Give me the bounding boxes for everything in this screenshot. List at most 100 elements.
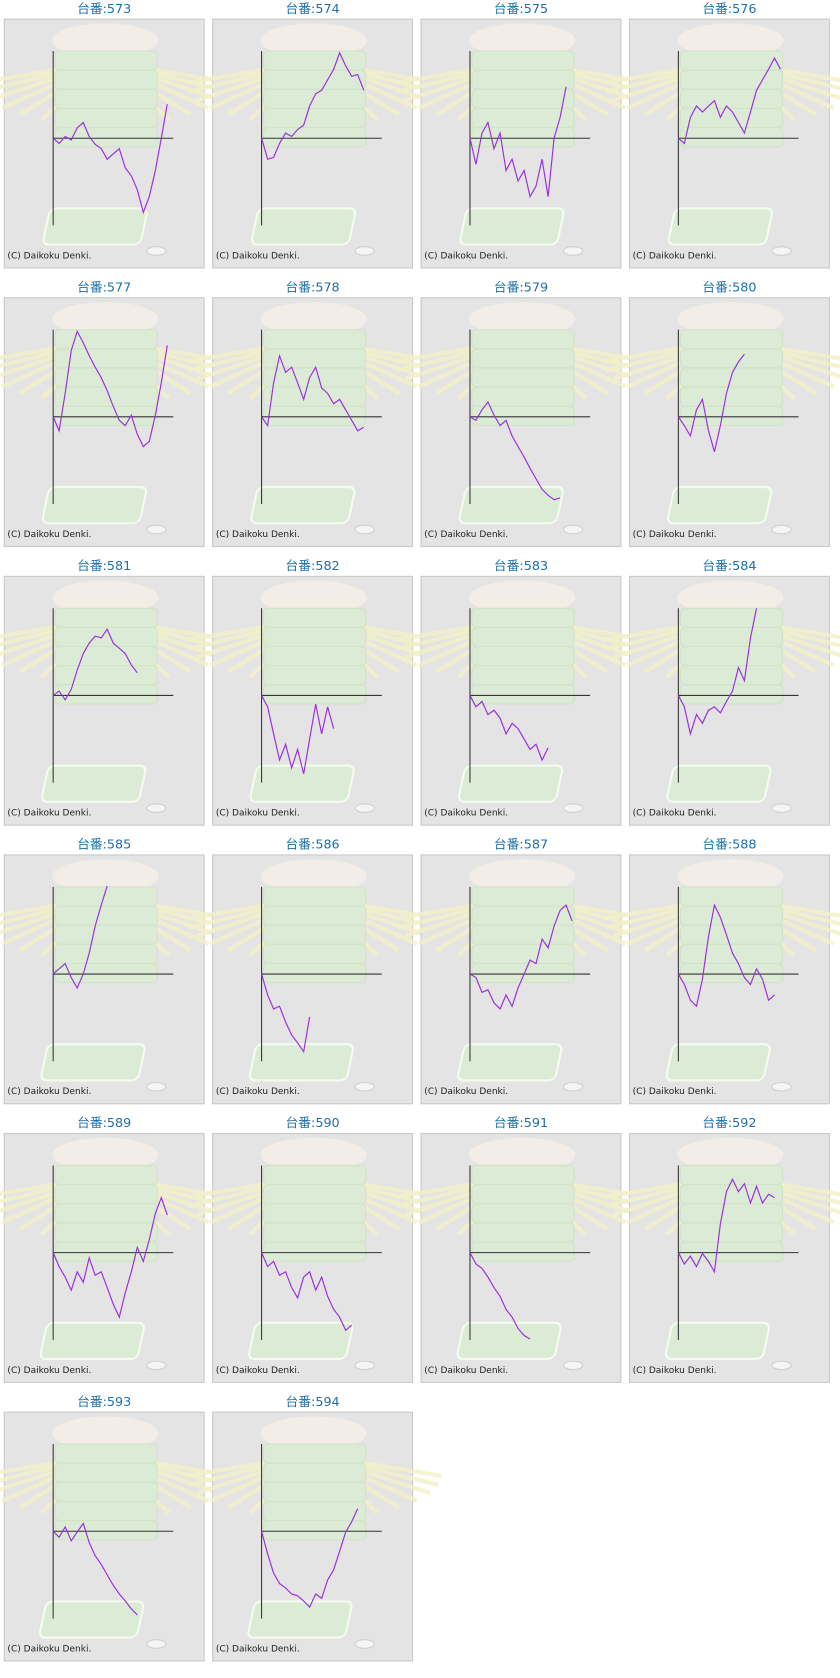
decor-tray — [471, 50, 575, 71]
copyright: (C) Daikoku Denki. — [424, 530, 508, 540]
decor-top — [260, 301, 367, 337]
panel-title: 台番:578 — [286, 280, 340, 295]
decor-tray — [54, 905, 158, 926]
decor-tray — [679, 50, 784, 71]
panel-title: 台番:575 — [494, 2, 548, 17]
decor-tray — [263, 1164, 367, 1186]
graph-panel: 台番:573 (C) Daikoku Denki. — [0, 2, 234, 269]
decor-tray — [54, 405, 158, 426]
slump-line — [261, 1252, 353, 1332]
decor-coin — [354, 803, 375, 813]
decor-tray — [679, 386, 784, 407]
decor-top — [677, 580, 784, 615]
decor-top — [468, 23, 576, 58]
graph-panel: 台番:591 (C) Daikoku Denki. — [394, 1116, 651, 1383]
decor-base — [247, 1600, 353, 1639]
decor-base — [665, 1043, 771, 1082]
decor-tray — [679, 127, 784, 148]
decor-tray — [263, 1481, 367, 1503]
slump-line — [261, 695, 335, 775]
decor-top — [52, 23, 159, 58]
decor-tray — [471, 1164, 575, 1186]
decor-tray — [54, 367, 158, 388]
graph-panel: 台番:586 (C) Daikoku Denki. — [185, 838, 442, 1105]
decor-top — [468, 580, 576, 615]
decor-tray — [679, 886, 784, 907]
decor-base — [41, 485, 148, 525]
decor-coin — [563, 1360, 584, 1371]
panel-title: 台番:574 — [286, 2, 340, 17]
decor-tray — [679, 962, 784, 984]
decor-tray — [263, 886, 367, 907]
decor-tray — [679, 626, 784, 648]
decor-base — [457, 764, 564, 803]
decor-base — [250, 207, 357, 246]
slump-line — [52, 885, 108, 990]
decor-tray — [679, 88, 784, 109]
copyright: (C) Daikoku Denki. — [424, 251, 508, 261]
decor-coin — [146, 1360, 167, 1371]
slump-line — [52, 104, 168, 215]
copyright: (C) Daikoku Denki. — [633, 251, 717, 261]
copyright: (C) Daikoku Denki. — [633, 530, 717, 540]
panel-title: 台番:592 — [702, 1116, 756, 1131]
decor-top — [468, 301, 576, 337]
decor-tray — [679, 943, 784, 964]
decor-tray — [471, 645, 575, 667]
panel-title: 台番:577 — [77, 280, 131, 295]
decor-top — [52, 1137, 159, 1172]
decor-base — [40, 1043, 146, 1082]
decor-tray — [263, 1203, 367, 1224]
decor-tray — [471, 348, 575, 369]
panel-title: 台番:582 — [286, 559, 340, 574]
decor-coin — [354, 1081, 375, 1092]
slump-line — [261, 51, 365, 160]
decor-coin — [354, 1360, 375, 1371]
decor-tray — [263, 684, 367, 705]
copyright: (C) Daikoku Denki. — [7, 1366, 91, 1376]
slump-line — [677, 56, 781, 145]
slump-line — [469, 400, 561, 501]
copyright: (C) Daikoku Denki. — [633, 1366, 717, 1376]
decor-base — [457, 1043, 563, 1082]
decor-coin — [146, 246, 167, 256]
slump-line — [261, 353, 365, 432]
decor-top — [468, 859, 576, 894]
graph-panel: 台番:583 (C) Daikoku Denki. — [394, 559, 651, 826]
decor-tray — [54, 645, 158, 667]
slump-line — [469, 695, 549, 762]
panel-title: 台番:593 — [77, 1395, 131, 1410]
decor-top — [677, 23, 784, 58]
panel-title: 台番:594 — [286, 1395, 340, 1410]
decor-coin — [563, 246, 584, 256]
graph-panel: 台番:587 (C) Daikoku Denki. — [394, 838, 651, 1105]
decor-tray — [679, 645, 784, 667]
decor-tray — [54, 1520, 158, 1541]
decor-base — [248, 1043, 355, 1082]
decor-tray — [54, 1462, 158, 1483]
decor-tray — [54, 924, 158, 945]
graph-panel: 台番:584 (C) Daikoku Denki. — [602, 559, 840, 826]
graph-panel: 台番:579 (C) Daikoku Denki. — [394, 280, 651, 548]
panel-title: 台番:583 — [494, 559, 548, 574]
decor-tray — [263, 1184, 367, 1205]
decor-tray — [471, 684, 575, 705]
decor-tray — [263, 367, 367, 388]
decor-tray — [471, 367, 575, 388]
slump-line — [52, 329, 168, 448]
graph-panel: 台番:593 (C) Daikoku Denki. — [0, 1395, 234, 1662]
panel-title: 台番:584 — [702, 559, 756, 574]
decor-tray — [263, 405, 367, 426]
decor-tray — [54, 684, 158, 705]
decor-tray — [263, 626, 367, 648]
decor-tray — [263, 1241, 367, 1262]
decor-base — [249, 764, 355, 803]
decor-tray — [263, 386, 367, 407]
decor-coin — [354, 246, 375, 256]
decor-tray — [471, 405, 575, 426]
decor-coin — [771, 1081, 792, 1092]
decor-tray — [471, 1184, 575, 1205]
slump-line — [261, 973, 311, 1054]
graph-panel: 台番:581 (C) Daikoku Denki. — [0, 559, 234, 826]
